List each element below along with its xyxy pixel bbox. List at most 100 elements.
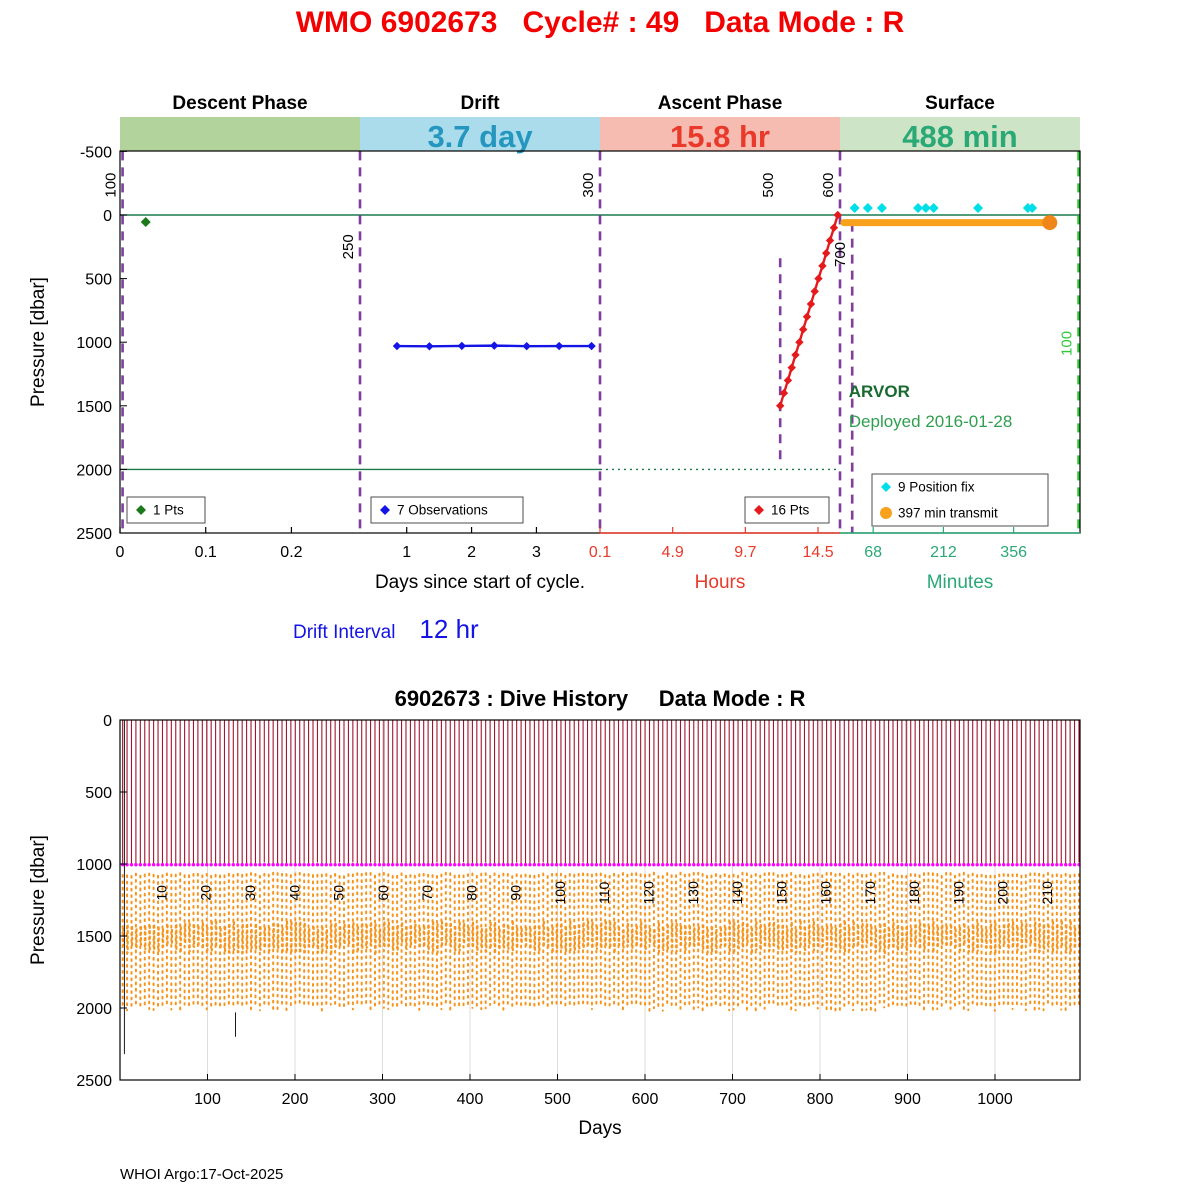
park-depth-dot xyxy=(222,863,227,867)
park-depth-dot xyxy=(984,863,988,867)
park-depth-dot xyxy=(882,863,886,867)
park-depth-dot xyxy=(143,863,147,867)
park-depth-dot xyxy=(1028,863,1032,867)
y-tick-label: 1000 xyxy=(76,857,112,874)
phase-band xyxy=(840,117,1080,151)
park-depth-dot xyxy=(1001,863,1006,867)
series-point xyxy=(779,388,789,398)
park-depth-dot xyxy=(975,863,979,867)
park-depth-dot xyxy=(426,863,430,867)
park-depth-dot xyxy=(253,863,258,867)
park-depth-dot xyxy=(156,863,160,867)
series-point xyxy=(825,236,835,245)
y-tick-label: 2000 xyxy=(76,462,112,479)
park-depth-dot xyxy=(855,863,860,867)
park-depth-dot xyxy=(501,863,506,867)
park-depth-dot xyxy=(541,863,545,867)
park-depth-dot xyxy=(554,863,559,867)
series-point xyxy=(806,299,816,309)
park-depth-dot xyxy=(647,863,652,867)
x-tick-label: 4.9 xyxy=(662,544,684,561)
park-depth-dot xyxy=(333,863,337,867)
park-depth-dot xyxy=(1068,863,1072,867)
cycle-label: 10 xyxy=(153,885,169,901)
park-depth-dot xyxy=(1019,863,1024,867)
y-tick-label: 2000 xyxy=(76,1001,112,1018)
park-depth-dot xyxy=(258,863,262,867)
x-tick-label: 0.1 xyxy=(195,544,217,561)
park-depth-dot xyxy=(616,863,621,867)
series-point xyxy=(783,376,793,385)
park-depth-dot xyxy=(824,863,829,867)
park-depth-dot xyxy=(563,863,568,867)
park-depth-dot xyxy=(550,863,554,867)
park-depth-dot xyxy=(1072,863,1077,867)
series-point xyxy=(799,325,808,334)
park-depth-dot xyxy=(568,863,572,867)
park-depth-dot xyxy=(178,863,182,867)
park-depth-dot xyxy=(891,863,895,867)
x-tick-label: 200 xyxy=(282,1091,309,1108)
cycle-label: 30 xyxy=(242,885,258,901)
park-depth-dot xyxy=(324,863,328,867)
park-depth-dot xyxy=(669,863,674,867)
park-depth-dot xyxy=(368,863,373,867)
phase-marker-label: 250 xyxy=(340,234,357,259)
park-depth-dot xyxy=(413,863,417,867)
cycle-label: 20 xyxy=(198,885,214,901)
park-depth-dot xyxy=(603,863,607,867)
park-depth-dot xyxy=(869,863,873,867)
park-depth-dot xyxy=(262,863,267,867)
park-depth-dot xyxy=(749,863,754,867)
series-line xyxy=(779,214,839,407)
park-depth-dot xyxy=(329,863,333,867)
legend-box xyxy=(370,496,524,524)
park-depth-dot xyxy=(1063,863,1068,867)
park-depth-dot xyxy=(129,863,134,867)
x-tick-label: 14.5 xyxy=(802,544,833,561)
park-depth-dot xyxy=(723,863,727,867)
park-depth-dot xyxy=(886,863,891,867)
park-depth-dot xyxy=(492,863,497,867)
phase-band xyxy=(600,117,840,151)
y-tick-label: 1500 xyxy=(76,929,112,946)
park-depth-dot xyxy=(727,863,731,867)
park-depth-dot xyxy=(652,863,656,867)
park-depth-dot xyxy=(444,863,448,867)
park-depth-dot xyxy=(337,863,342,867)
park-depth-dot xyxy=(776,863,780,867)
park-depth-dot xyxy=(1037,863,1041,867)
series-point xyxy=(913,203,924,214)
park-depth-dot xyxy=(213,863,218,867)
x-tick-label: 2 xyxy=(467,544,476,561)
x-tick-label: 0 xyxy=(116,544,125,561)
park-depth-dot xyxy=(940,863,944,867)
x-axis-label: Days since start of cycle. xyxy=(375,572,585,593)
x-tick-label: 9.7 xyxy=(734,544,756,561)
park-depth-dot xyxy=(966,863,970,867)
park-depth-dot xyxy=(289,863,293,867)
park-depth-dot xyxy=(572,863,576,867)
x-tick-label: 68 xyxy=(864,544,882,561)
park-depth-dot xyxy=(382,863,386,867)
y-tick-label: 500 xyxy=(85,272,112,289)
park-depth-dot xyxy=(599,863,603,867)
series-point xyxy=(392,341,402,351)
cycle-label: 160 xyxy=(818,881,834,905)
x-tick-label: 356 xyxy=(1000,544,1027,561)
x-tick-label: 1 xyxy=(402,544,411,561)
park-depth-dot xyxy=(306,863,311,867)
drift-interval-label: Drift Interval xyxy=(293,622,396,643)
series-point xyxy=(787,363,796,372)
phase-label: Descent Phase xyxy=(172,93,307,114)
park-depth-dot xyxy=(404,863,408,867)
park-depth-dot xyxy=(395,863,399,867)
park-depth-dot xyxy=(249,863,253,867)
park-depth-dot xyxy=(692,863,696,867)
park-depth-dot xyxy=(838,863,842,867)
series-point xyxy=(490,341,499,350)
park-depth-dot xyxy=(200,863,205,867)
legend-marker xyxy=(881,482,891,492)
park-depth-dot xyxy=(174,863,178,867)
park-depth-dot xyxy=(417,863,421,867)
